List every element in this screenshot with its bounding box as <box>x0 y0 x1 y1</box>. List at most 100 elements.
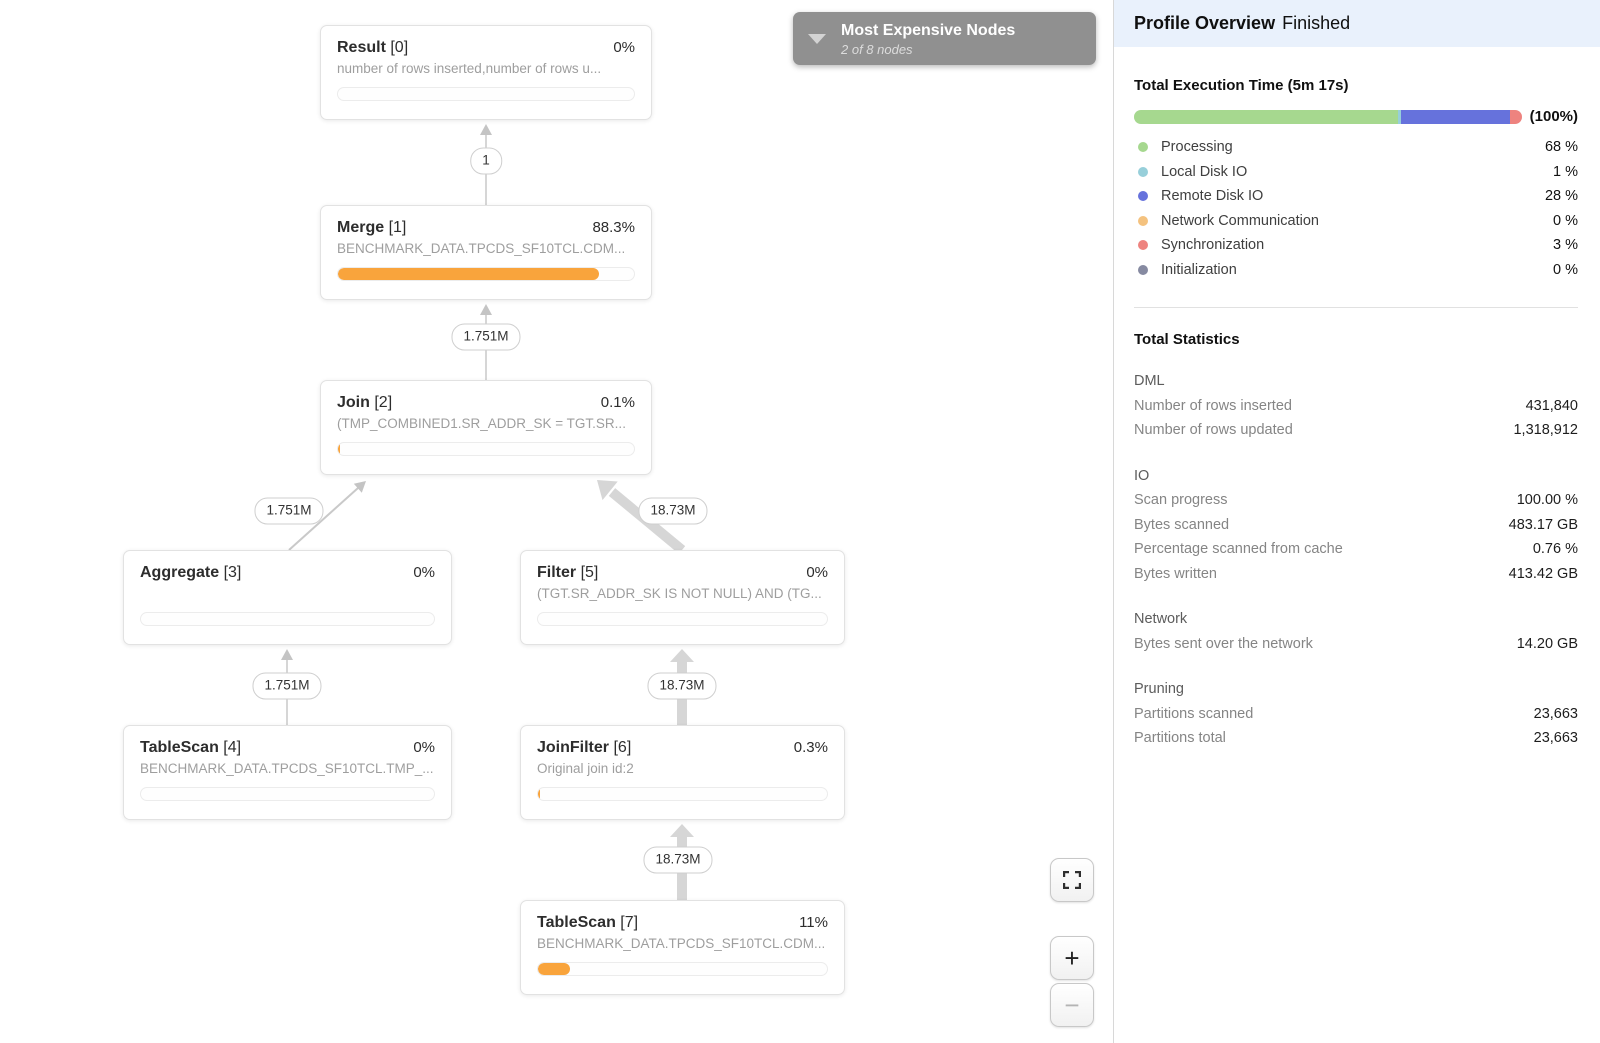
dag-edges <box>281 124 694 900</box>
node-progress-bar <box>140 612 435 626</box>
node-percentage: 0.3% <box>793 739 828 756</box>
legend-row: Synchronization 3 % <box>1134 233 1578 258</box>
node-percentage: 88.3% <box>592 219 635 236</box>
node-header: JoinFilter [6] 0.3% <box>537 739 828 757</box>
node-percentage: 0.1% <box>600 394 635 411</box>
node-percentage: 0% <box>413 739 435 756</box>
stat-value: 23,663 <box>1533 705 1578 722</box>
stat-value: 1,318,912 <box>1513 422 1578 439</box>
legend-label: Remote Disk IO <box>1161 188 1264 205</box>
zoom-in-button[interactable]: + <box>1050 936 1094 980</box>
node-header: Merge [1] 88.3% <box>337 219 635 237</box>
legend-dot <box>1138 264 1148 275</box>
node-progress-bar <box>337 267 635 281</box>
status-text: Finished <box>1282 13 1351 33</box>
node-subtitle: Original join id:2 <box>537 761 634 776</box>
node-result[interactable]: Result [0] 0% number of rows inserted,nu… <box>320 25 652 120</box>
node-progress-bar <box>537 612 828 626</box>
stat-label: Percentage scanned from cache <box>1134 541 1343 558</box>
edge-label: 18.73M <box>638 497 708 525</box>
node-aggregate[interactable]: Aggregate [3] 0% <box>123 550 452 645</box>
legend-value: 1 % <box>1553 163 1578 180</box>
node-progress-bar <box>537 787 828 801</box>
fullscreen-button[interactable] <box>1050 858 1094 902</box>
stat-row: Bytes written 413.42 GB <box>1134 562 1578 587</box>
stat-label: Number of rows inserted <box>1134 397 1292 414</box>
node-header: Filter [5] 0% <box>537 564 828 582</box>
legend-row: Initialization 0 % <box>1134 258 1578 283</box>
legend-label: Network Communication <box>1161 212 1319 229</box>
execution-time-bar <box>1134 109 1522 124</box>
edge-label: 1.751M <box>252 672 322 700</box>
stat-label: Partitions total <box>1134 730 1226 747</box>
panel-title: Profile Overview <box>1134 13 1276 33</box>
node-title: Merge [1] <box>337 219 407 236</box>
expensive-nodes-dropdown[interactable]: Most Expensive Nodes 2 of 8 nodes <box>793 12 1096 65</box>
stat-label: Bytes sent over the network <box>1134 635 1313 652</box>
node-subtitle: (TGT.SR_ADDR_SK IS NOT NULL) AND (TG... <box>537 586 822 601</box>
node-subtitle: BENCHMARK_DATA.TPCDS_SF10TCL.TMP_... <box>140 761 434 776</box>
stat-value: 14.20 GB <box>1516 635 1578 652</box>
node-join[interactable]: Join [2] 0.1% (TMP_COMBINED1.SR_ADDR_SK … <box>320 380 652 475</box>
stat-value: 0.76 % <box>1532 541 1578 558</box>
node-progress-bar <box>537 962 828 976</box>
node-filter[interactable]: Filter [5] 0% (TGT.SR_ADDR_SK IS NOT NUL… <box>520 550 845 645</box>
node-title: Filter [5] <box>537 564 599 581</box>
node-header: Join [2] 0.1% <box>337 394 635 412</box>
node-tablescan-7[interactable]: TableScan [7] 11% BENCHMARK_DATA.TPCDS_S… <box>520 900 845 995</box>
stat-row: Number of rows updated 1,318,912 <box>1134 418 1578 443</box>
stat-group-title: Pruning <box>1134 681 1184 697</box>
node-title: TableScan [4] <box>140 739 242 756</box>
query-plan-canvas[interactable]: 1 1.751M 1.751M 18.73M 1.751M 18.73M 18.… <box>0 0 1113 1043</box>
legend-row: Remote Disk IO 28 % <box>1134 184 1578 209</box>
stat-group-title: Network <box>1134 611 1188 627</box>
node-title: JoinFilter [6] <box>537 739 632 756</box>
legend-value: 28 % <box>1544 188 1578 205</box>
legend-label: Initialization <box>1161 261 1237 278</box>
stat-label: Number of rows updated <box>1134 422 1293 439</box>
bar-total-label: (100%) <box>1529 108 1578 125</box>
bar-segment-local-disk-io <box>1397 109 1402 124</box>
legend-row: Local Disk IO 1 % <box>1134 160 1578 185</box>
legend-dot <box>1138 191 1148 202</box>
node-subtitle: BENCHMARK_DATA.TPCDS_SF10TCL.CDM... <box>337 241 626 256</box>
panel-body: Total Execution Time (5m 17s) (100%) Pro… <box>1114 47 1600 769</box>
panel-header: Profile Overview Finished <box>1114 0 1600 47</box>
total-statistics-heading: Total Statistics <box>1134 331 1240 348</box>
edge-label: 1.751M <box>254 497 324 525</box>
bar-segment-remote-disk-io <box>1401 109 1510 124</box>
chevron-down-icon <box>808 33 826 44</box>
node-header: TableScan [7] 11% <box>537 914 828 932</box>
bar-segment-synchronization <box>1510 109 1522 124</box>
node-progress-fill <box>338 443 341 455</box>
node-joinfilter[interactable]: JoinFilter [6] 0.3% Original join id:2 <box>520 725 845 820</box>
node-title: Result [0] <box>337 39 409 56</box>
node-subtitle: BENCHMARK_DATA.TPCDS_SF10TCL.CDM... <box>537 936 826 951</box>
bar-segment-processing <box>1134 109 1398 124</box>
zoom-out-button[interactable]: − <box>1050 983 1094 1027</box>
stat-value: 483.17 GB <box>1508 516 1578 533</box>
legend-value: 3 % <box>1553 237 1578 254</box>
execution-legend: Processing 68 % Local Disk IO 1 % Remote… <box>1134 135 1578 282</box>
expensive-nodes-count: 2 of 8 nodes <box>841 41 913 57</box>
legend-label: Local Disk IO <box>1161 163 1248 180</box>
legend-value: 0 % <box>1553 212 1578 229</box>
plus-icon: + <box>1064 942 1080 973</box>
minus-icon: − <box>1064 989 1080 1020</box>
legend-value: 0 % <box>1553 261 1578 278</box>
edge-label: 1.751M <box>451 323 521 351</box>
legend-label: Processing <box>1161 139 1233 156</box>
legend-dot <box>1138 240 1148 251</box>
node-progress-bar <box>337 442 635 456</box>
node-tablescan-4[interactable]: TableScan [4] 0% BENCHMARK_DATA.TPCDS_SF… <box>123 725 452 820</box>
node-progress-bar <box>140 787 435 801</box>
node-merge[interactable]: Merge [1] 88.3% BENCHMARK_DATA.TPCDS_SF1… <box>320 205 652 300</box>
stat-label: Partitions scanned <box>1134 705 1254 722</box>
legend-dot <box>1138 215 1148 226</box>
node-header: Result [0] 0% <box>337 39 635 57</box>
edge-label: 18.73M <box>643 846 713 874</box>
stat-row: Partitions scanned 23,663 <box>1134 702 1578 727</box>
node-subtitle: number of rows inserted,number of rows u… <box>337 61 602 76</box>
stat-label: Bytes scanned <box>1134 516 1230 533</box>
